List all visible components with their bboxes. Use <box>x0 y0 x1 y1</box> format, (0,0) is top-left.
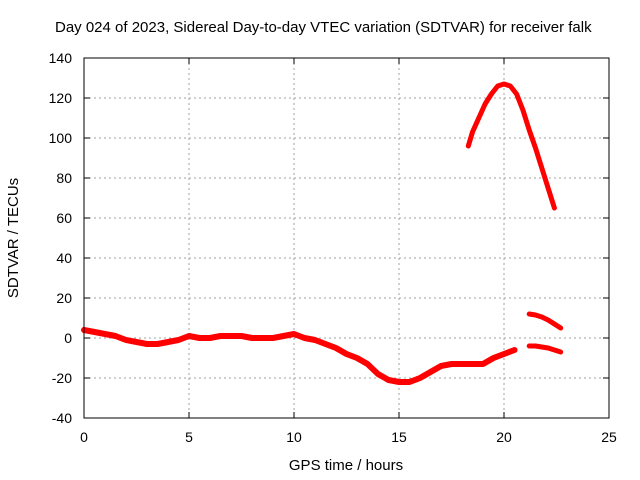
y-axis-ticks: -40 -20 0 20 40 60 80 100 120 140 <box>49 50 609 426</box>
plot-frame <box>83 57 610 419</box>
x-tick-label: 25 <box>601 429 617 445</box>
y-tick-label: -40 <box>52 410 72 426</box>
y-tick-label: 60 <box>56 210 72 226</box>
y-axis-label: SDTVAR / TECUs <box>5 178 22 298</box>
series-main-trace <box>81 327 518 385</box>
grid <box>84 58 609 418</box>
chart-title: Day 024 of 2023, Sidereal Day-to-day VTE… <box>55 19 592 36</box>
y-tick-label: 20 <box>56 290 72 306</box>
y-tick-label: 140 <box>49 50 73 66</box>
series-peak-arc <box>465 81 557 211</box>
x-tick-label: 0 <box>80 429 88 445</box>
x-tick-label: 10 <box>286 429 302 445</box>
y-tick-label: 40 <box>56 250 72 266</box>
x-tick-label: 20 <box>496 429 512 445</box>
series-layer <box>81 81 564 385</box>
x-axis-label: GPS time / hours <box>289 457 403 474</box>
y-tick-label: 100 <box>49 130 73 146</box>
y-tick-label: 120 <box>49 90 73 106</box>
x-tick-label: 5 <box>185 429 193 445</box>
y-tick-label: 0 <box>64 330 72 346</box>
series-upper-tail <box>526 311 564 331</box>
series-lower-tail <box>526 343 564 355</box>
x-axis-ticks: 0 5 10 15 20 25 <box>80 58 617 445</box>
y-tick-label: 80 <box>56 170 72 186</box>
x-tick-label: 15 <box>391 429 407 445</box>
y-tick-label: -20 <box>52 370 72 386</box>
